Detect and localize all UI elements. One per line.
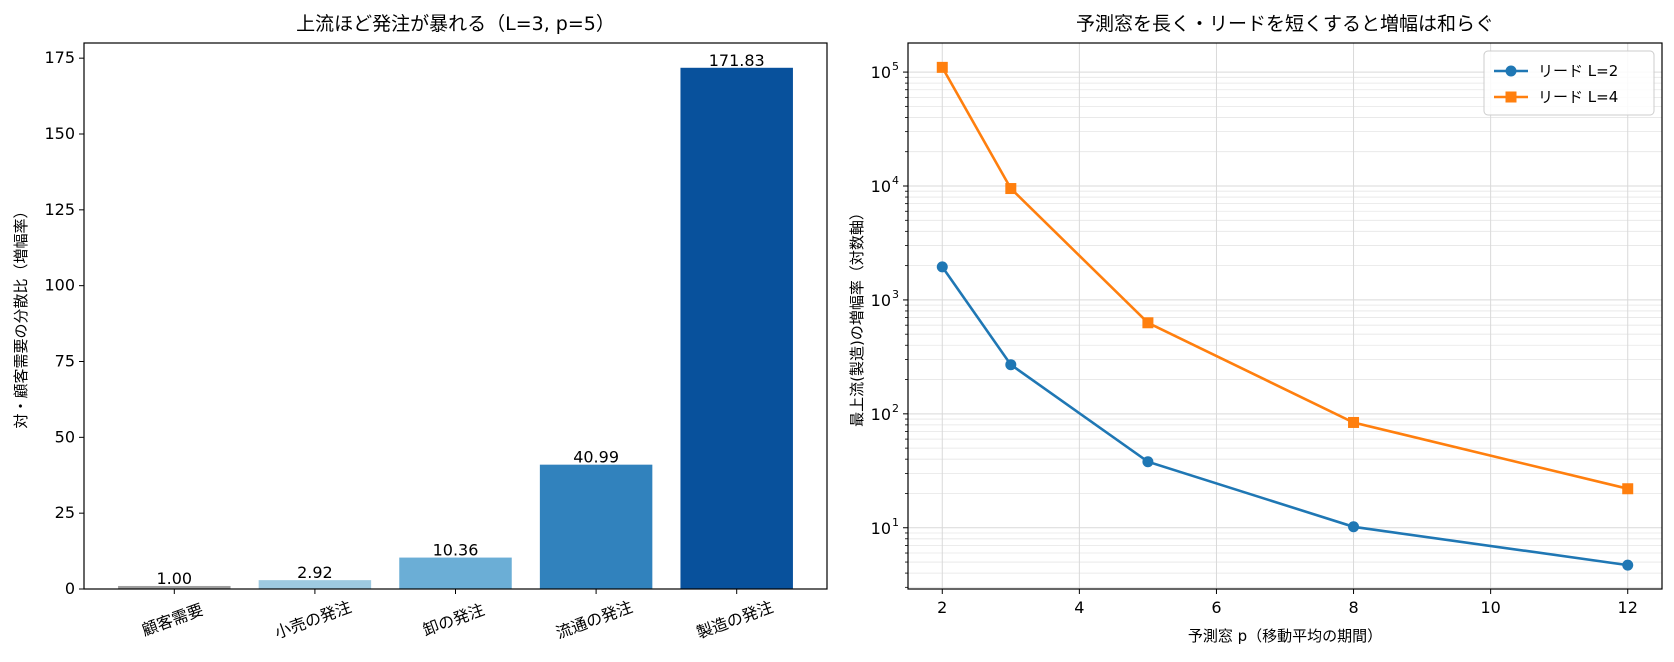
data-point — [936, 261, 948, 273]
right-plot-frame — [907, 42, 1663, 590]
series-line — [941, 66, 1629, 490]
data-point — [1622, 483, 1634, 495]
data-point — [936, 61, 948, 73]
legend-swatch-marker — [1505, 91, 1517, 103]
right-y-axis-label: 最上流(製造)の増幅率（対数軸） — [848, 205, 866, 427]
right-x-tick-label: 2 — [937, 598, 947, 617]
right-x-tick-label: 6 — [1211, 598, 1221, 617]
left-y-tick-label: 125 — [44, 200, 75, 219]
bar — [539, 464, 653, 589]
series-line — [941, 266, 1628, 567]
right-y-tick-exponent: 4 — [892, 174, 899, 187]
data-point — [1348, 521, 1360, 533]
left-y-tick-label: 175 — [44, 48, 75, 67]
bar — [399, 557, 512, 589]
left-y-tick-label: 150 — [44, 124, 75, 143]
right-x-tick-label: 8 — [1348, 598, 1358, 617]
left-y-tick-label: 25 — [55, 503, 75, 522]
bar-data-label: 10.36 — [433, 541, 479, 560]
bar-data-label: 40.99 — [573, 448, 619, 467]
data-point — [1348, 416, 1360, 428]
category-label: 卸の発注 — [420, 600, 487, 640]
right-y-tick-exponent: 5 — [892, 60, 899, 73]
right-x-tick-label: 4 — [1074, 598, 1084, 617]
category-label: 製造の発注 — [694, 597, 776, 642]
right-x-axis-label: 予測窓 p（移動平均の期間） — [1188, 627, 1382, 645]
bar-data-label: 2.92 — [297, 563, 333, 582]
bar — [680, 67, 793, 589]
category-label: 顧客需要 — [139, 600, 206, 640]
left-plot-frame — [83, 42, 828, 590]
legend-box — [1483, 50, 1655, 116]
right-y-tick-label: 10 — [871, 63, 891, 82]
bar — [118, 585, 231, 589]
right-y-tick-label: 10 — [871, 177, 891, 196]
right-y-tick-label: 10 — [871, 291, 891, 310]
right-x-tick-label: 12 — [1618, 598, 1638, 617]
left-chart-title: 上流ほど発注が暴れる（L=3, p=5） — [296, 13, 615, 35]
right-y-tick-exponent: 3 — [892, 288, 899, 301]
right-y-tick-exponent: 2 — [892, 402, 899, 415]
data-point — [1622, 559, 1634, 571]
bar — [258, 580, 372, 589]
legend-entry-label: リード L=2 — [1538, 62, 1618, 80]
category-label: 小売の発注 — [272, 597, 354, 642]
right-x-tick-label: 10 — [1480, 598, 1500, 617]
legend-entry-label: リード L=4 — [1538, 88, 1618, 106]
left-y-tick-label: 75 — [55, 352, 75, 371]
data-point — [1142, 456, 1154, 468]
bar-data-label: 1.00 — [156, 569, 192, 588]
bar-data-label: 171.83 — [709, 51, 765, 70]
left-y-axis-label: 対・顧客需要の分散比（増幅率） — [12, 203, 30, 428]
legend-swatch-marker — [1505, 65, 1517, 77]
right-y-tick-label: 10 — [871, 519, 891, 538]
left-y-tick-label: 100 — [44, 276, 75, 295]
right-y-tick-exponent: 1 — [892, 516, 899, 529]
right-y-tick-label: 10 — [871, 405, 891, 424]
right-chart-title: 予測窓を長く・リードを短くすると増幅は和らぐ — [1076, 13, 1494, 35]
left-y-tick-label: 0 — [65, 579, 75, 598]
data-point — [1142, 317, 1154, 329]
left-y-tick-label: 50 — [55, 427, 75, 446]
category-label: 流通の発注 — [553, 597, 635, 642]
data-point — [1005, 183, 1017, 195]
data-point — [1005, 359, 1017, 371]
